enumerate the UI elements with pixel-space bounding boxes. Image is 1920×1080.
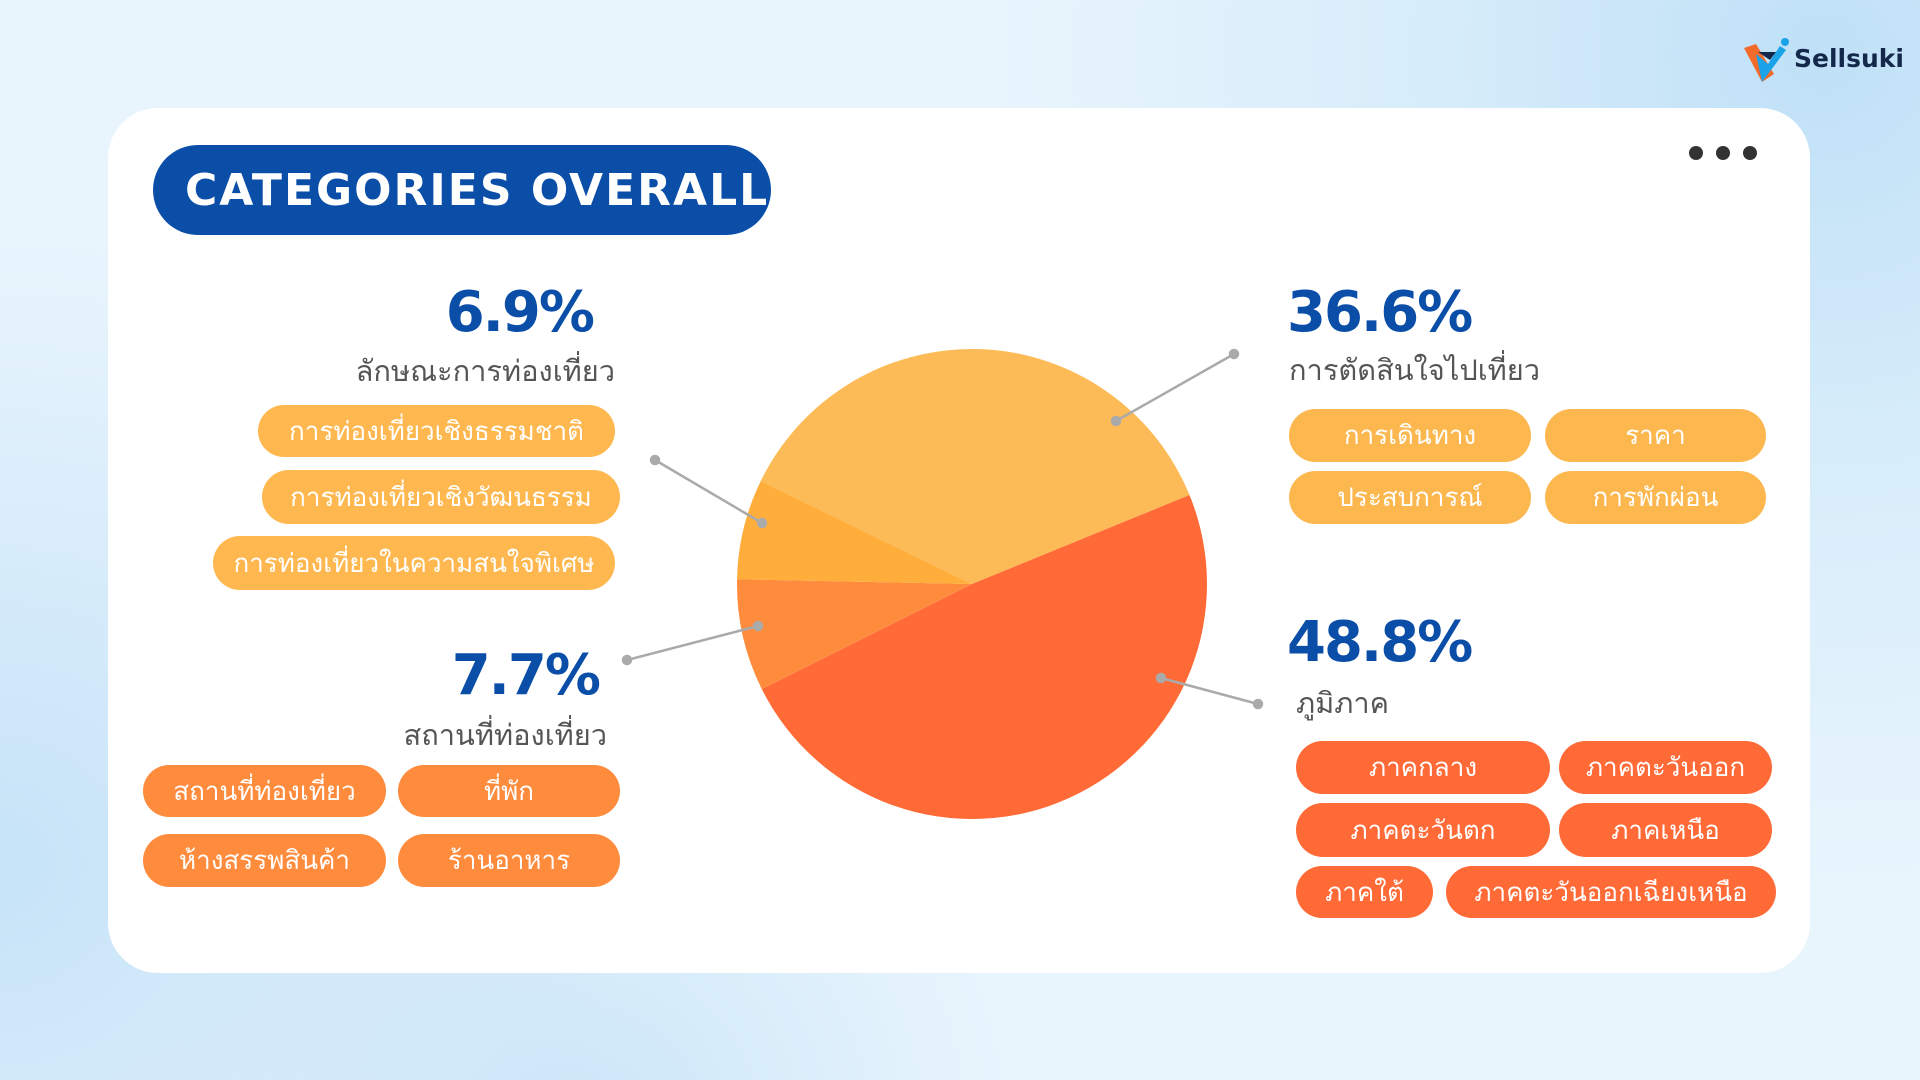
tag-travel: การเดินทาง xyxy=(1289,409,1531,462)
travel-type-percent: 6.9% xyxy=(445,280,595,345)
tag-south: ภาคใต้ xyxy=(1296,866,1433,918)
leader-line-places xyxy=(621,620,764,666)
travel-type-label: ลักษณะการท่องเที่ยว xyxy=(355,354,615,388)
page-title: CATEGORIES OVERALL xyxy=(153,145,771,235)
region-label: ภูมิภาค xyxy=(1296,686,1390,720)
pie-slice-1 xyxy=(761,495,1207,819)
tag-restaurant: ร้านอาหาร xyxy=(398,834,620,887)
more-dot-icon xyxy=(1716,146,1730,160)
tag-nature-tourism: การท่องเที่ยวเชิงธรรมชาติ xyxy=(258,405,615,457)
pie-slice-2 xyxy=(737,579,972,690)
more-dot-icon xyxy=(1743,146,1757,160)
brand-name: Sellsuki xyxy=(1794,44,1904,73)
tag-special-interest-tourism: การท่องเที่ยวในความสนใจพิเศษ xyxy=(213,536,615,590)
sellsuki-logo: Sellsuki xyxy=(1740,30,1904,92)
tag-east: ภาคตะวันออก xyxy=(1559,741,1772,794)
pie-slice-3 xyxy=(737,480,972,584)
leader-line-travel-type xyxy=(649,454,768,529)
tag-central: ภาคกลาง xyxy=(1296,741,1550,794)
tag-attractions: สถานที่ท่องเที่ยว xyxy=(143,765,386,817)
more-dot-icon xyxy=(1689,146,1703,160)
tag-price: ราคา xyxy=(1545,409,1766,462)
tag-northeast: ภาคตะวันออกเฉียงเหนือ xyxy=(1446,866,1776,918)
places-percent: 7.7% xyxy=(451,643,601,708)
tag-accommodation: ที่พัก xyxy=(398,765,620,817)
sellsuki-logo-icon xyxy=(1744,38,1789,82)
decision-label: การตัดสินใจไปเที่ยว xyxy=(1289,353,1541,387)
places-label: สถานที่ท่องเที่ยว xyxy=(403,718,607,752)
tag-west: ภาคตะวันตก xyxy=(1296,803,1550,857)
leader-lines xyxy=(621,348,1264,710)
leader-line-decision xyxy=(1110,348,1240,427)
tag-shopping-mall: ห้างสรรพสินค้า xyxy=(143,834,386,887)
leader-line-region xyxy=(1155,672,1264,710)
tag-experience: ประสบการณ์ xyxy=(1289,471,1531,524)
decision-percent: 36.6% xyxy=(1287,280,1473,345)
pie-slice-0 xyxy=(760,349,1190,584)
tag-cultural-tourism: การท่องเที่ยวเชิงวัฒนธรรม xyxy=(262,470,620,524)
region-percent: 48.8% xyxy=(1287,610,1473,675)
tag-north: ภาคเหนือ xyxy=(1559,803,1772,857)
tag-relaxation: การพักผ่อน xyxy=(1545,471,1766,524)
